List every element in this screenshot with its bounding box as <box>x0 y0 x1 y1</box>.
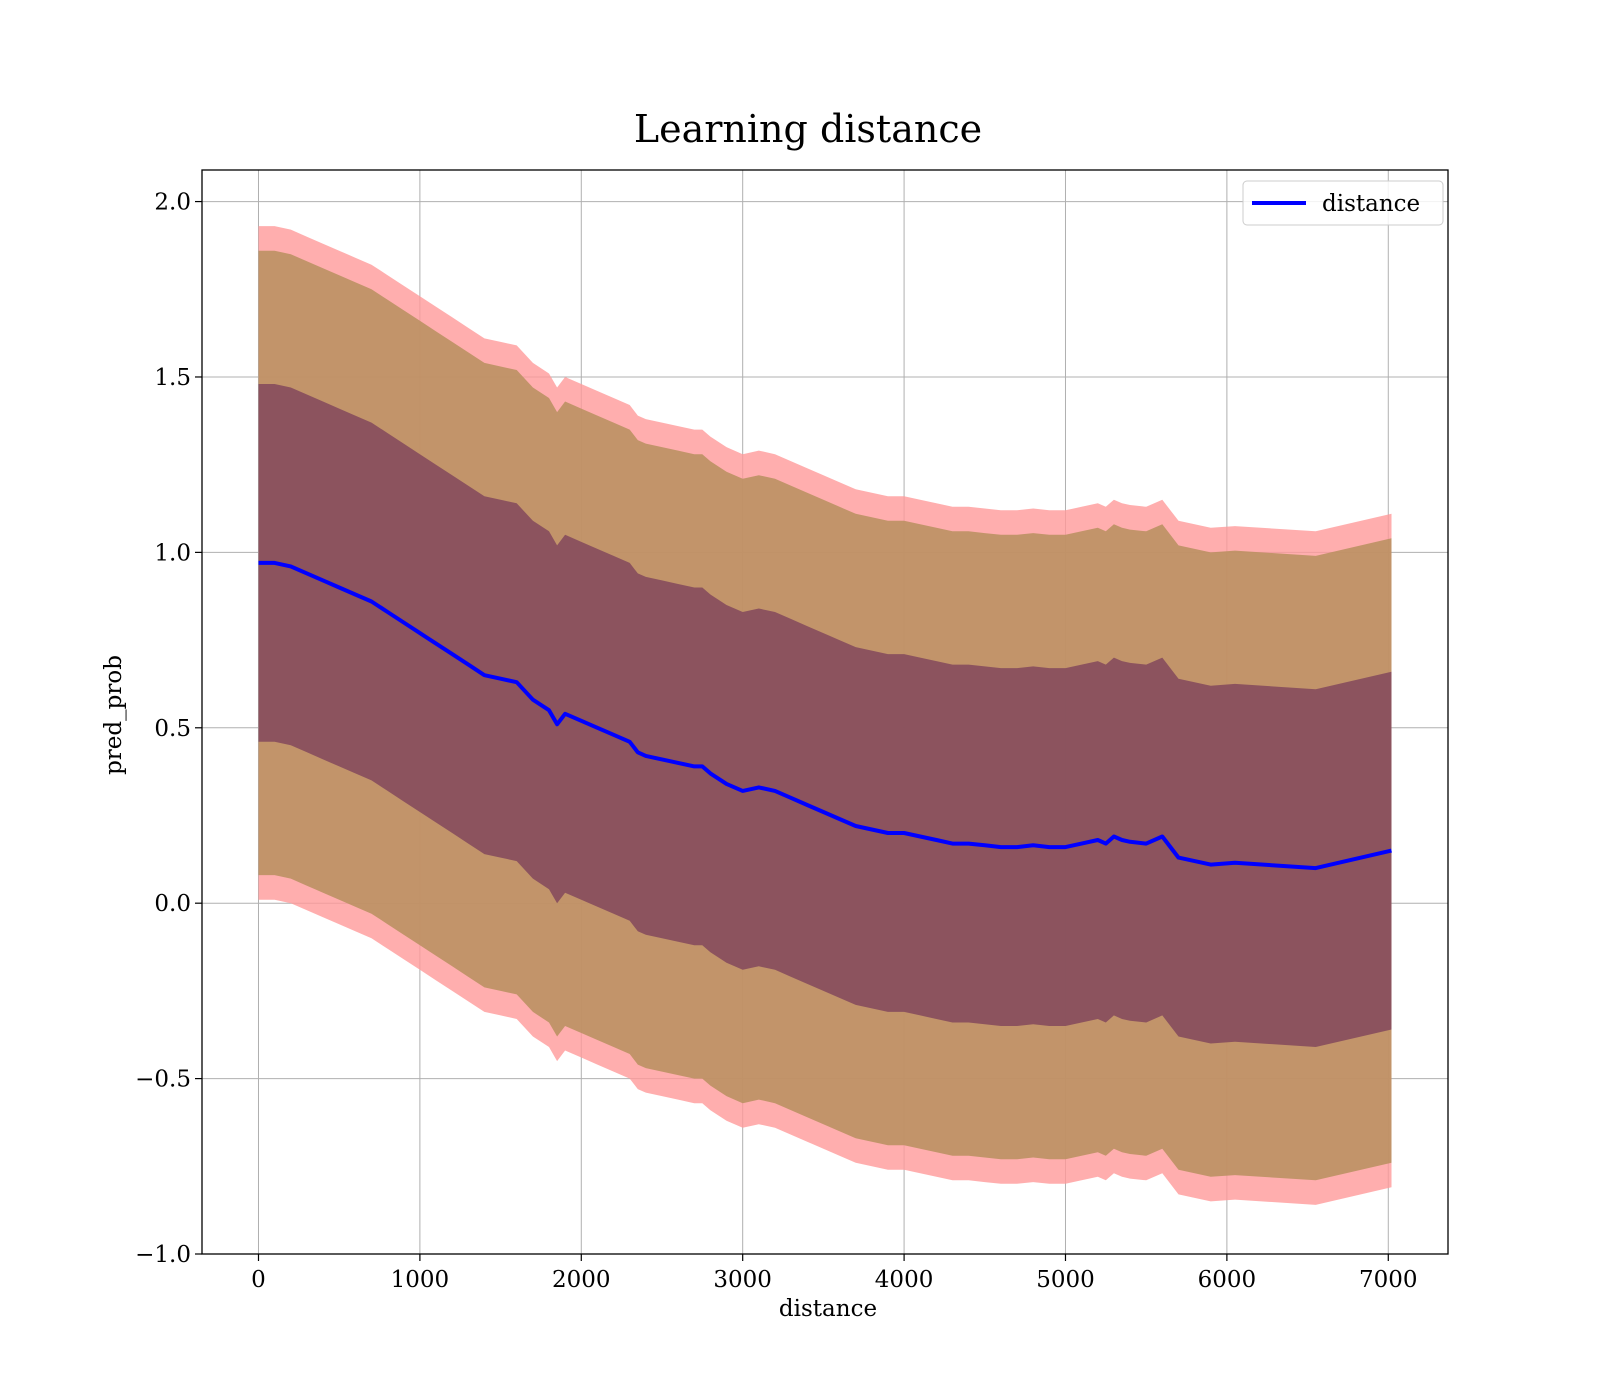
chart-title: Learning distance <box>634 107 982 151</box>
x-axis-label: distance <box>779 1296 877 1322</box>
legend-label-distance: distance <box>1322 191 1420 217</box>
y-tick-label-6: 2.0 <box>154 190 191 216</box>
y-tick-label-3: 0.5 <box>154 716 191 742</box>
x-ticks: 0 1000 2000 3000 4000 5000 6000 7000 <box>251 1254 1418 1293</box>
y-tick-label-0: −1.0 <box>135 1242 191 1268</box>
x-tick-label-6: 6000 <box>1198 1267 1257 1293</box>
x-tick-label-5: 5000 <box>1036 1267 1095 1293</box>
y-tick-label-2: 0.0 <box>154 891 191 917</box>
y-tick-label-5: 1.5 <box>154 365 191 391</box>
x-tick-label-7: 7000 <box>1359 1267 1418 1293</box>
x-tick-label-0: 0 <box>251 1267 266 1293</box>
legend: distance <box>1242 180 1444 226</box>
plot-frame <box>201 169 1449 1255</box>
legend-frame <box>1242 180 1444 226</box>
x-tick-label-1: 1000 <box>391 1267 450 1293</box>
bands <box>258 226 1392 1205</box>
axes <box>201 169 1449 1255</box>
y-axis-label: pred_prob <box>101 655 127 775</box>
y-ticks: −1.0 −0.5 0.0 0.5 1.0 1.5 2.0 <box>135 190 202 1268</box>
x-tick-label-4: 4000 <box>875 1267 934 1293</box>
series-lines <box>258 560 1392 871</box>
y-tick-label-1: −0.5 <box>135 1067 191 1093</box>
band-inner <box>258 384 1392 1047</box>
series-line-distance <box>258 560 1392 871</box>
x-tick-label-3: 3000 <box>713 1267 772 1293</box>
x-tick-label-2: 2000 <box>552 1267 611 1293</box>
y-tick-label-4: 1.0 <box>154 540 191 566</box>
